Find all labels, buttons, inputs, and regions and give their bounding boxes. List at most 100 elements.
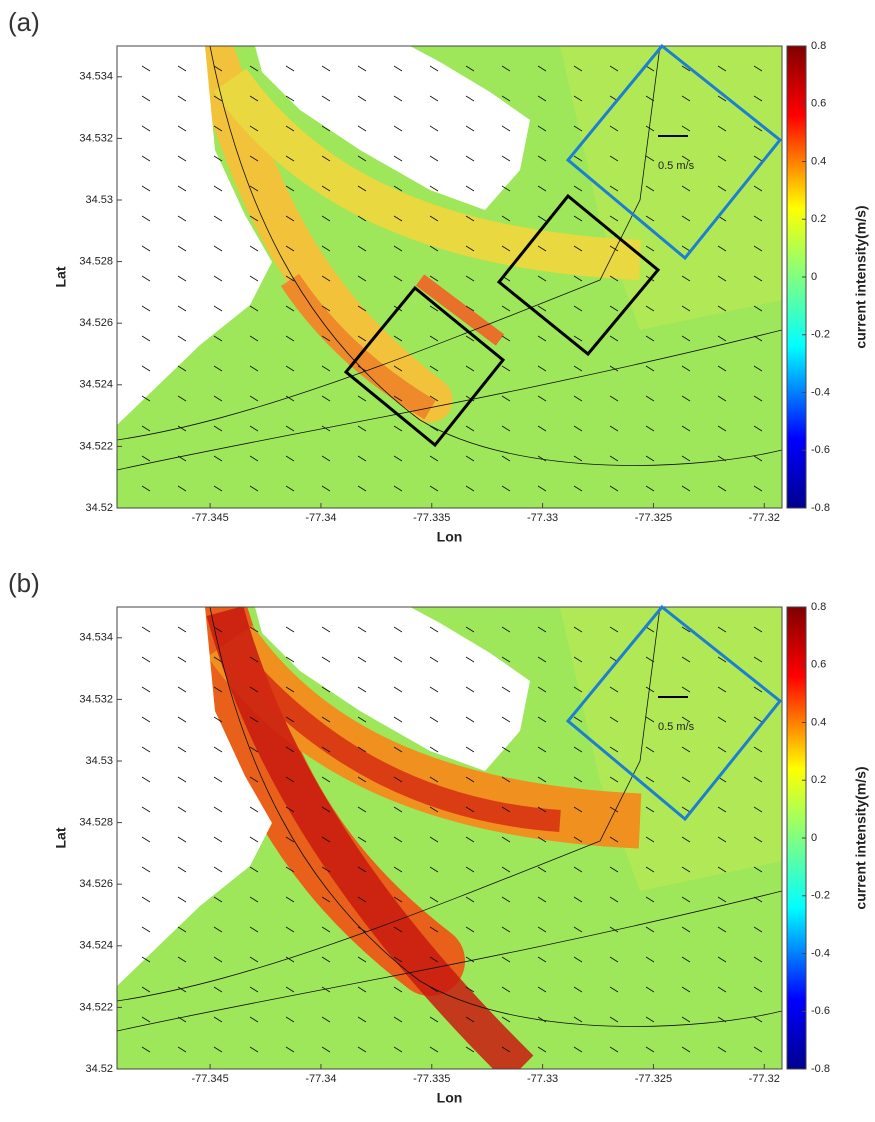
colorbar-tick-label: 0 xyxy=(811,832,817,844)
colorbar-tick-label: -0.8 xyxy=(811,502,830,514)
vector xyxy=(573,335,583,342)
vector xyxy=(501,716,511,723)
vector xyxy=(213,245,223,252)
vector xyxy=(393,806,403,813)
vector xyxy=(681,65,691,72)
vector xyxy=(609,686,619,693)
vector xyxy=(537,125,547,132)
vector xyxy=(393,686,403,693)
colorbar-tick-label: -0.6 xyxy=(811,1005,830,1017)
vector xyxy=(717,155,727,162)
vector xyxy=(645,365,655,372)
vector xyxy=(645,956,655,963)
vector xyxy=(429,125,439,132)
vector xyxy=(393,656,403,663)
vector xyxy=(213,926,223,933)
vector xyxy=(501,155,511,162)
vector xyxy=(321,926,331,933)
x-tick-label: -77.325 xyxy=(635,1073,672,1085)
field xyxy=(117,607,782,1069)
vector xyxy=(501,866,511,873)
colorbar-tick-label: -0.4 xyxy=(811,947,830,959)
vector xyxy=(213,806,223,813)
x-tick-label: -77.33 xyxy=(527,1073,558,1085)
vector xyxy=(681,956,691,963)
hot-1 xyxy=(280,273,436,420)
vector xyxy=(249,626,259,633)
x-tick-label: -77.335 xyxy=(413,1073,450,1085)
vector xyxy=(249,836,259,843)
vector xyxy=(537,626,547,633)
vector xyxy=(573,215,583,222)
vector xyxy=(393,1016,403,1023)
vector xyxy=(249,716,259,723)
vector xyxy=(501,455,511,462)
vector xyxy=(609,335,619,342)
vector xyxy=(141,155,151,162)
vector xyxy=(213,155,223,162)
vector xyxy=(645,455,655,462)
vector xyxy=(177,95,187,102)
vector xyxy=(357,626,367,633)
vector xyxy=(753,425,763,432)
vector xyxy=(537,65,547,72)
vector xyxy=(321,1016,331,1023)
vector xyxy=(537,395,547,402)
vector xyxy=(465,155,475,162)
vector xyxy=(249,305,259,312)
vector xyxy=(285,95,295,102)
vector xyxy=(681,776,691,783)
vector xyxy=(681,806,691,813)
vector xyxy=(213,956,223,963)
vector xyxy=(177,155,187,162)
vector xyxy=(537,185,547,192)
vector xyxy=(393,485,403,492)
x-tick-label: -77.32 xyxy=(749,1073,780,1085)
vector xyxy=(573,686,583,693)
vector xyxy=(609,746,619,753)
y-tick-label: 34.53 xyxy=(85,194,113,206)
vector xyxy=(573,956,583,963)
vector xyxy=(249,1046,259,1053)
vector xyxy=(645,1046,655,1053)
vector xyxy=(717,926,727,933)
vector xyxy=(357,836,367,843)
vector xyxy=(501,365,511,372)
vector xyxy=(681,986,691,993)
vector xyxy=(285,485,295,492)
vector xyxy=(501,836,511,843)
x-tick-label: -77.335 xyxy=(413,512,450,524)
vector xyxy=(609,185,619,192)
vector xyxy=(285,395,295,402)
vector xyxy=(213,626,223,633)
vector xyxy=(249,866,259,873)
vector xyxy=(645,716,655,723)
vector xyxy=(717,185,727,192)
vector xyxy=(537,335,547,342)
y-tick-label: 34.532 xyxy=(79,693,113,705)
land-north xyxy=(255,46,530,210)
vector xyxy=(501,1016,511,1023)
vector xyxy=(429,155,439,162)
vector xyxy=(753,275,763,282)
vector xyxy=(141,185,151,192)
vector xyxy=(249,335,259,342)
vector xyxy=(429,395,439,402)
vector xyxy=(177,335,187,342)
vector xyxy=(429,305,439,312)
y-tick-label: 34.52 xyxy=(85,502,113,514)
vector xyxy=(753,485,763,492)
vector xyxy=(465,776,475,783)
vector xyxy=(285,335,295,342)
vector xyxy=(465,215,475,222)
vector xyxy=(321,656,331,663)
vector xyxy=(213,716,223,723)
y-tick-label: 34.526 xyxy=(79,878,113,890)
vector xyxy=(645,305,655,312)
vector xyxy=(465,95,475,102)
vector xyxy=(537,956,547,963)
vector xyxy=(717,626,727,633)
vector xyxy=(717,275,727,282)
vector xyxy=(285,365,295,372)
vector xyxy=(681,305,691,312)
